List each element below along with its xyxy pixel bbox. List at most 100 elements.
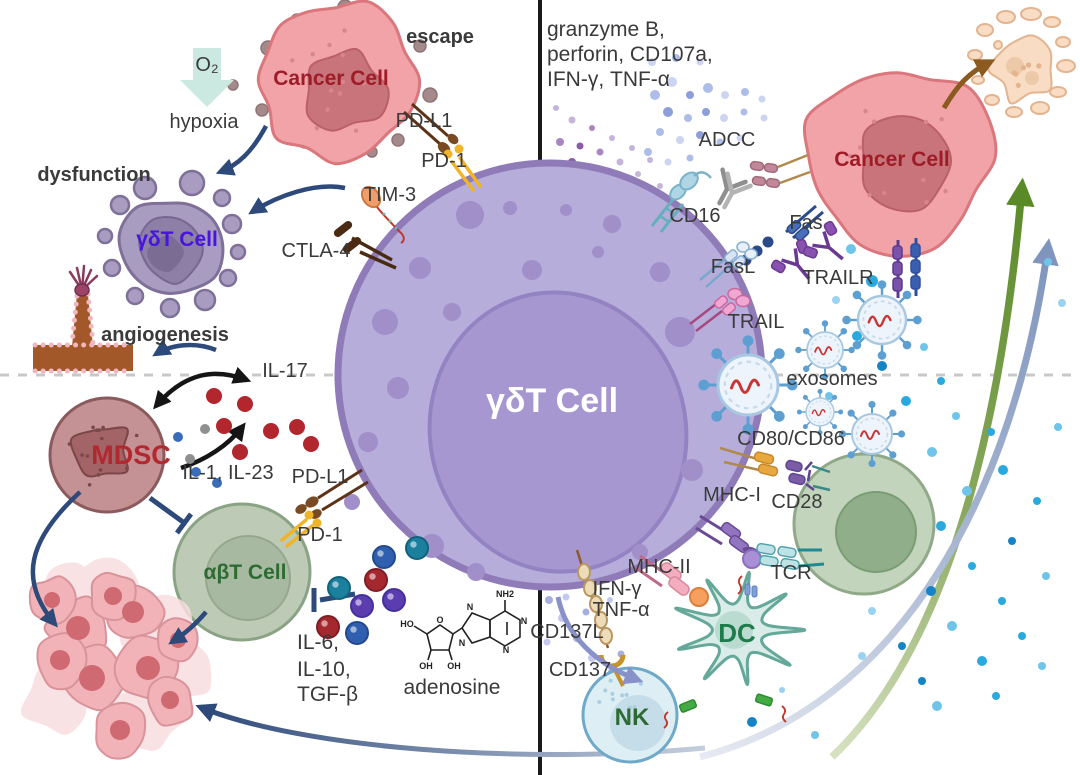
- arrow-il17-mdsc: [153, 366, 252, 410]
- label-cancer-cell-left: Cancer Cell: [273, 67, 389, 90]
- dc-top-receptor: [737, 575, 758, 598]
- label-mhc-ii: MHC-II: [627, 556, 690, 578]
- label-cd80-cd86: CD80/CD86: [737, 428, 845, 450]
- arrow-cytokines-to-dc: [555, 596, 644, 685]
- label-cancer-cell-right: Cancer Cell: [834, 148, 950, 171]
- label-trail: TRAIL: [728, 311, 785, 333]
- label-il-10: IL-10,: [297, 658, 351, 681]
- chem-ho: HO: [400, 619, 414, 629]
- apoptotic-bubbles: [96, 169, 247, 319]
- cd80-cd86-receptor: [719, 446, 779, 477]
- arrow-hypoxia-to-cell: [215, 124, 268, 176]
- fasl-receptor: [699, 241, 758, 288]
- label-fas: Fas: [789, 212, 822, 234]
- trail-receptor: [689, 287, 751, 332]
- label-il-17: IL-17: [262, 360, 308, 382]
- chem-o: O: [436, 615, 443, 625]
- pd-l1-receptor-top: [403, 102, 459, 154]
- cancer-cell-targeted: [802, 71, 998, 258]
- chem-oh2: OH: [447, 661, 461, 671]
- label-secretions-2: perforin, CD107a,: [547, 43, 713, 66]
- label-tgf-b: TGF-β: [297, 683, 358, 706]
- chem-n4: N: [459, 638, 466, 648]
- tim-3-receptor: [360, 185, 405, 244]
- navy-arrows: [30, 124, 346, 645]
- label-cd16: CD16: [669, 205, 720, 227]
- label-gdt-dysfunctional: γδT Cell: [136, 228, 218, 251]
- label-cd28: CD28: [771, 491, 822, 513]
- angiogenesis-vessel: [32, 264, 134, 374]
- adcc-antibody: [717, 153, 811, 210]
- green-up-arrow: [829, 177, 1035, 760]
- adenosine-structure: NH2 N N N N O HO OH OH: [400, 589, 527, 671]
- mhc-i-receptor: [695, 514, 762, 569]
- il17-dots: [206, 388, 319, 460]
- label-pd-l1-top: PD-L1: [396, 110, 453, 132]
- label-abt-cell-left: αβT Cell: [204, 561, 287, 584]
- cd16-receptor: [650, 171, 712, 233]
- label-mdsc: MDSC: [91, 440, 171, 470]
- label-ifn-g: IFN-γ: [593, 578, 642, 600]
- pd-l1-receptor-bottom: [295, 468, 369, 519]
- il1-il23-dots: [173, 424, 222, 488]
- label-dc: DC: [718, 618, 756, 648]
- cd28-receptor: [785, 459, 831, 492]
- labels: escape O₂ hypoxia dysfunction Cancer Cel…: [37, 18, 949, 731]
- arrow-cancer-to-death: [941, 59, 996, 110]
- bluegray-up-arrow: [699, 238, 1059, 761]
- cd137l-receptor: [575, 549, 613, 649]
- nk-cell: [581, 666, 679, 764]
- arrow-mdsc-to-tumor: [30, 490, 82, 628]
- tlr-receptor: [663, 693, 787, 729]
- dysfunctional-gdt-cell: [96, 169, 247, 319]
- dendritic-cell: [663, 570, 807, 729]
- chem-n3: N: [467, 602, 474, 612]
- label-secretions-3: IFN-γ, TNF-α: [547, 68, 670, 91]
- label-central-gdt-cell: γδT Cell: [486, 382, 618, 420]
- arrow-abt-to-tumor: [168, 610, 208, 645]
- label-il-1-il-23: IL-1, IL-23: [182, 462, 273, 484]
- label-tnf-a: TNF-α: [592, 599, 649, 621]
- label-escape: escape: [406, 26, 474, 48]
- label-pd-l1-bottom: PD-L1: [292, 466, 349, 488]
- label-nk: NK: [615, 704, 650, 731]
- arrow-il1-il23-to-il17: [180, 422, 246, 471]
- tcr-receptor: [756, 542, 825, 571]
- trailr-receptor: [770, 220, 921, 298]
- chem-oh1: OH: [419, 661, 433, 671]
- label-tim-3: TIM-3: [364, 184, 416, 206]
- secreted-cytokine-dots: [644, 54, 768, 166]
- speckles: [67, 425, 139, 487]
- cancer-cell-escaping: [227, 0, 438, 166]
- pd-1-receptor-bottom: [280, 510, 322, 548]
- pd-1-receptor-top: [443, 144, 482, 192]
- label-mhc-i: MHC-I: [703, 484, 761, 506]
- label-adenosine: adenosine: [404, 676, 501, 699]
- tbar-mdsc-abt: [148, 495, 194, 535]
- granules: [344, 201, 703, 581]
- label-adcc: ADCC: [699, 129, 756, 151]
- label-tcr: TCR: [770, 562, 811, 584]
- chem-n2: N: [503, 645, 510, 655]
- suppressive-cytokine-spheres: [316, 536, 429, 645]
- label-hypoxia: hypoxia: [170, 111, 240, 133]
- chem-nh2: NH2: [496, 589, 514, 599]
- label-dysfunction: dysfunction: [37, 164, 150, 186]
- speckles: [848, 108, 948, 205]
- abt-cell-right: [792, 452, 936, 596]
- mhc-ii-receptor: [635, 554, 709, 607]
- label-o2: O₂: [195, 54, 218, 76]
- label-pd-1-top: PD-1: [421, 150, 467, 172]
- speckles: [290, 28, 366, 133]
- chem-n1: N: [521, 616, 528, 626]
- abt-cell-left: [172, 502, 312, 642]
- label-trailr: TRAILR: [802, 267, 873, 289]
- divider-bottom: [538, 586, 542, 775]
- ctla-4-receptor: [333, 220, 397, 270]
- divider-top: [538, 0, 542, 164]
- o2-down-arrow: [180, 48, 234, 107]
- label-ctla-4: CTLA-4: [282, 240, 351, 262]
- trailr-hanging-pair: [892, 238, 921, 298]
